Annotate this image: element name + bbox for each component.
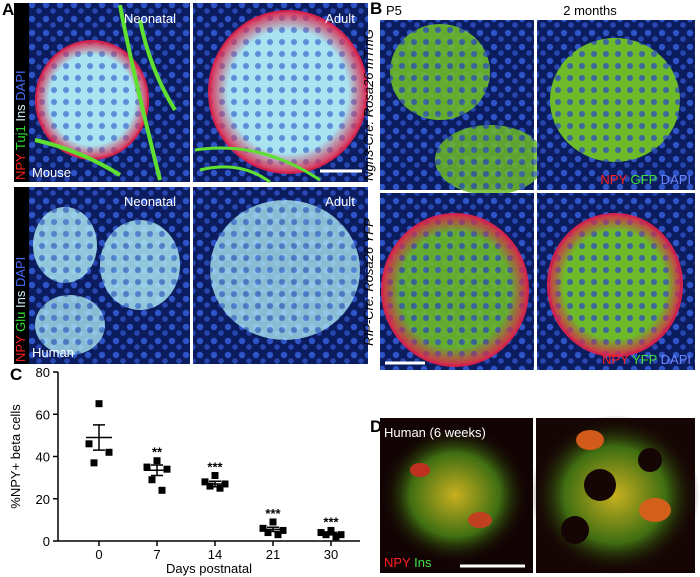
panel-label: A <box>2 0 14 19</box>
error-bar <box>267 526 279 533</box>
data-point <box>105 448 113 456</box>
species-label: Human <box>32 345 74 360</box>
error-bar <box>209 480 221 488</box>
significance: *** <box>207 460 223 475</box>
x-tick-label: 14 <box>208 547 222 562</box>
stain-legend: NPY Tuj1 Ins DAPI <box>13 70 28 180</box>
panel-label: B <box>370 0 382 18</box>
panel-b: B P5 2 months Ngn3-Cre: Rosa26 mTmG RIP-… <box>361 0 695 370</box>
stain-legend: NPY YFP DAPI <box>602 352 691 367</box>
data-point <box>85 440 93 448</box>
significance: ** <box>152 445 163 460</box>
y-tick-label: 20 <box>36 492 50 507</box>
x-tick-label: 30 <box>324 547 338 562</box>
panel-a: A NPY Tuj1 Ins DAPI NPY Glu Ins DAPI <box>2 0 368 364</box>
data-point <box>148 476 156 484</box>
panel-title: Adult <box>325 11 355 26</box>
error-bar <box>325 531 337 536</box>
error-bar <box>93 424 105 451</box>
significance: *** <box>323 514 339 529</box>
y-tick-label: 40 <box>36 450 50 465</box>
micrograph <box>193 3 368 184</box>
error-bar <box>151 464 163 477</box>
column-title: 2 months <box>563 3 617 18</box>
data-point <box>332 533 340 541</box>
stain-legend: NPY GFP DAPI <box>600 172 691 187</box>
x-tick-label: 7 <box>153 547 160 562</box>
data-point <box>269 518 277 526</box>
significance: *** <box>265 506 281 521</box>
micrograph <box>537 20 695 190</box>
y-tick-label: 0 <box>43 534 50 549</box>
panel-title: Adult <box>325 194 355 209</box>
data-point <box>216 484 224 492</box>
panel-c: C 0 20 40 60 80 %NPY+ beta cells Days postnata… <box>8 365 360 576</box>
data-point <box>274 531 282 539</box>
micrograph <box>537 193 695 370</box>
x-tick-label: 0 <box>95 547 102 562</box>
y-tick-label: 60 <box>36 407 50 422</box>
micrograph <box>380 193 534 370</box>
data-point <box>317 529 325 537</box>
stain-legend: NPY Glu Ins DAPI <box>13 257 28 362</box>
panel-title: Neonatal <box>124 194 176 209</box>
micrograph <box>29 3 190 182</box>
data-point <box>163 465 171 473</box>
panel-d: D Human (6 weeks) NPY Ins <box>370 415 700 575</box>
data-point <box>279 526 287 534</box>
data-point <box>143 463 151 471</box>
y-axis-label: %NPY+ beta cells <box>8 404 23 509</box>
data-point <box>259 524 267 532</box>
data-point <box>158 486 166 494</box>
row-title: Ngn3-Cre: Rosa26 mTmG <box>361 29 376 181</box>
data-point <box>90 459 98 467</box>
micrograph <box>193 187 368 364</box>
panel-title: Human (6 weeks) <box>384 425 486 440</box>
x-tick-label: 21 <box>266 547 280 562</box>
data-point <box>327 526 335 534</box>
micrograph <box>380 418 533 573</box>
micrograph <box>380 20 545 195</box>
column-title: P5 <box>386 3 402 18</box>
y-tick-label: 80 <box>36 365 50 380</box>
data-point <box>264 529 272 537</box>
data-point <box>95 400 103 408</box>
panel-label: D <box>370 417 382 436</box>
x-axis-label: Days postnatal <box>166 561 252 576</box>
data-point <box>211 472 219 480</box>
stain-strip <box>14 3 29 182</box>
row-title: RIP-Cre: Rosa26 YFP <box>361 218 376 346</box>
stain-legend: NPY Ins <box>384 555 432 570</box>
panel-label: C <box>10 365 22 384</box>
species-label: Mouse <box>32 165 71 180</box>
micrograph <box>530 415 700 575</box>
panel-title: Neonatal <box>124 11 176 26</box>
micrograph <box>29 187 190 364</box>
data-point <box>201 478 209 486</box>
data-point <box>153 457 161 465</box>
stain-strip <box>14 187 29 364</box>
data-point <box>337 531 345 539</box>
